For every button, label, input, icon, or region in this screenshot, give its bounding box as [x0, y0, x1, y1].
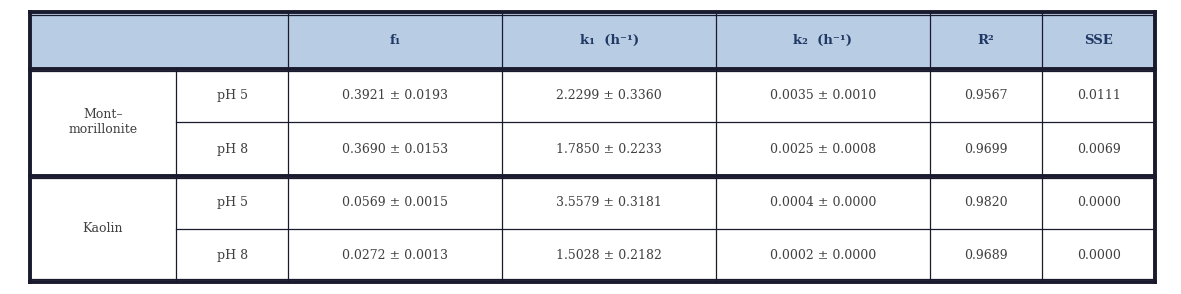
Text: 0.9689: 0.9689	[965, 249, 1009, 262]
Text: 0.9699: 0.9699	[965, 143, 1007, 156]
Text: R²: R²	[978, 34, 994, 47]
Text: 0.0569 ± 0.0015: 0.0569 ± 0.0015	[342, 196, 449, 209]
Text: 0.0035 ± 0.0010: 0.0035 ± 0.0010	[770, 89, 876, 102]
Text: 0.9820: 0.9820	[965, 196, 1009, 209]
Text: 0.0000: 0.0000	[1077, 249, 1121, 262]
Text: pH 8: pH 8	[216, 249, 248, 262]
Text: pH 5: pH 5	[216, 196, 248, 209]
Text: 1.7850 ± 0.2233: 1.7850 ± 0.2233	[556, 143, 663, 156]
Text: 0.0004 ± 0.0000: 0.0004 ± 0.0000	[770, 196, 876, 209]
Text: 1.5028 ± 0.2182: 1.5028 ± 0.2182	[556, 249, 663, 262]
Text: k₂  (h⁻¹): k₂ (h⁻¹)	[794, 34, 853, 47]
Text: 0.3690 ± 0.0153: 0.3690 ± 0.0153	[342, 143, 449, 156]
Text: f₁: f₁	[390, 34, 402, 47]
Text: 0.0002 ± 0.0000: 0.0002 ± 0.0000	[770, 249, 876, 262]
Text: 0.3921 ± 0.0193: 0.3921 ± 0.0193	[342, 89, 449, 102]
Text: Kaolin: Kaolin	[83, 223, 123, 235]
Text: 0.0000: 0.0000	[1077, 196, 1121, 209]
Text: 2.2299 ± 0.3360: 2.2299 ± 0.3360	[556, 89, 663, 102]
Text: SSE: SSE	[1084, 34, 1114, 47]
Text: Mont–
morillonite: Mont– morillonite	[68, 108, 137, 136]
Text: 3.5579 ± 0.3181: 3.5579 ± 0.3181	[556, 196, 663, 209]
Text: k₁  (h⁻¹): k₁ (h⁻¹)	[580, 34, 639, 47]
Text: 0.9567: 0.9567	[965, 89, 1007, 102]
Text: pH 8: pH 8	[216, 143, 248, 156]
Text: 0.0111: 0.0111	[1077, 89, 1121, 102]
Text: 0.0069: 0.0069	[1077, 143, 1121, 156]
Bar	[30, 12, 1155, 69]
Text: 0.0272 ± 0.0013: 0.0272 ± 0.0013	[342, 249, 449, 262]
Text: pH 5: pH 5	[216, 89, 248, 102]
Text: 0.0025 ± 0.0008: 0.0025 ± 0.0008	[770, 143, 876, 156]
